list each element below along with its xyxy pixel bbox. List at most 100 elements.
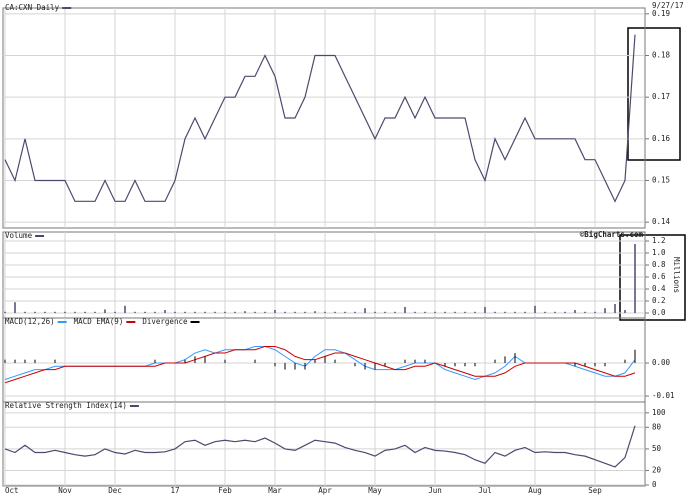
x-tick-label: Apr — [318, 486, 332, 495]
x-tick-label: Mar — [268, 486, 282, 495]
legend-label: MACD EMA(9) — [74, 317, 124, 326]
y-tick-label: 0.18 — [652, 51, 671, 60]
panel-frame — [2, 401, 646, 487]
y-tick-label: 0.00 — [652, 358, 671, 367]
bar — [634, 349, 636, 363]
bar — [444, 362, 446, 367]
bar — [384, 311, 386, 314]
bar — [374, 311, 376, 314]
bar — [124, 305, 126, 314]
x-tick-label: Jun — [428, 486, 442, 495]
bar — [244, 311, 246, 314]
bar — [74, 311, 76, 314]
x-tick-label: Aug — [528, 486, 542, 495]
y-tick-label: 0.16 — [652, 134, 671, 143]
bar — [54, 359, 56, 363]
bar — [294, 311, 296, 314]
x-tick-label: 17 — [170, 486, 179, 495]
panel-frame — [2, 317, 646, 403]
bar — [584, 362, 586, 367]
y-tick-label: 0 — [652, 480, 657, 489]
legend-label: Volume — [5, 231, 33, 240]
bar — [374, 362, 376, 370]
bar — [514, 353, 516, 363]
bar — [14, 359, 16, 363]
legend-label: Divergence — [142, 317, 188, 326]
bar — [284, 311, 286, 314]
bar — [44, 311, 46, 314]
y-tick-label: 0.17 — [652, 92, 670, 101]
data-line — [4, 34, 636, 203]
bar — [234, 311, 236, 314]
bar — [574, 362, 576, 367]
y-tick-label: 1.0 — [652, 248, 666, 257]
bar — [284, 362, 286, 370]
bar — [464, 362, 466, 367]
bar — [634, 244, 636, 314]
bar — [224, 359, 226, 363]
y-tick-label: 50 — [652, 444, 662, 453]
bar — [404, 307, 406, 314]
bar — [494, 311, 496, 314]
bar — [514, 311, 516, 314]
bar — [534, 305, 536, 314]
y-tick-label: 1.2 — [652, 236, 666, 245]
bar — [344, 311, 346, 314]
bar — [424, 359, 426, 363]
y-tick-label: 0.19 — [652, 9, 670, 18]
bar — [14, 302, 16, 314]
bar — [114, 311, 116, 314]
bar — [544, 311, 546, 314]
bar — [324, 311, 326, 314]
bar — [604, 362, 606, 367]
y-tick-label: 0.0 — [652, 308, 666, 317]
bar — [424, 311, 426, 314]
bar — [164, 310, 166, 314]
bar — [184, 359, 186, 363]
legend-label: CA:CXN Daily — [5, 3, 60, 12]
y-tick-label: 80 — [652, 422, 662, 431]
bar — [24, 311, 26, 314]
bar — [624, 359, 626, 363]
bar — [494, 359, 496, 363]
bar — [204, 356, 206, 363]
bar — [334, 311, 336, 314]
x-tick-label: Nov — [58, 486, 72, 495]
data-line — [4, 345, 636, 384]
bar — [204, 311, 206, 314]
bar — [354, 311, 356, 314]
bar — [224, 311, 226, 314]
bar — [624, 310, 626, 314]
bar — [214, 311, 216, 314]
bar — [84, 311, 86, 314]
bar — [24, 359, 26, 363]
bar — [414, 359, 416, 363]
bar — [454, 311, 456, 314]
bar — [414, 311, 416, 314]
bar — [354, 362, 356, 367]
y-tick-label: 0.6 — [652, 272, 666, 281]
bar — [154, 359, 156, 363]
y-tick-label: 0.4 — [652, 284, 666, 293]
bar — [454, 362, 456, 367]
bar — [464, 311, 466, 314]
y-tick-label: -0.01 — [652, 391, 675, 400]
bar — [584, 311, 586, 314]
y-tick-label: 0.15 — [652, 176, 670, 185]
bar — [4, 311, 6, 314]
bar — [574, 310, 576, 314]
y-tick-label: 0.14 — [652, 217, 671, 226]
legend-label: Relative Strength Index(14) — [5, 401, 127, 410]
bar — [104, 309, 106, 314]
bar — [144, 311, 146, 314]
bar — [504, 356, 506, 363]
bar — [444, 311, 446, 314]
x-tick-label: May — [368, 486, 382, 495]
bar — [254, 359, 256, 363]
legend-label: MACD(12,26) — [5, 317, 55, 326]
bar — [334, 359, 336, 363]
bar — [254, 311, 256, 314]
y-tick-label: 0.2 — [652, 296, 666, 305]
bar — [34, 311, 36, 314]
